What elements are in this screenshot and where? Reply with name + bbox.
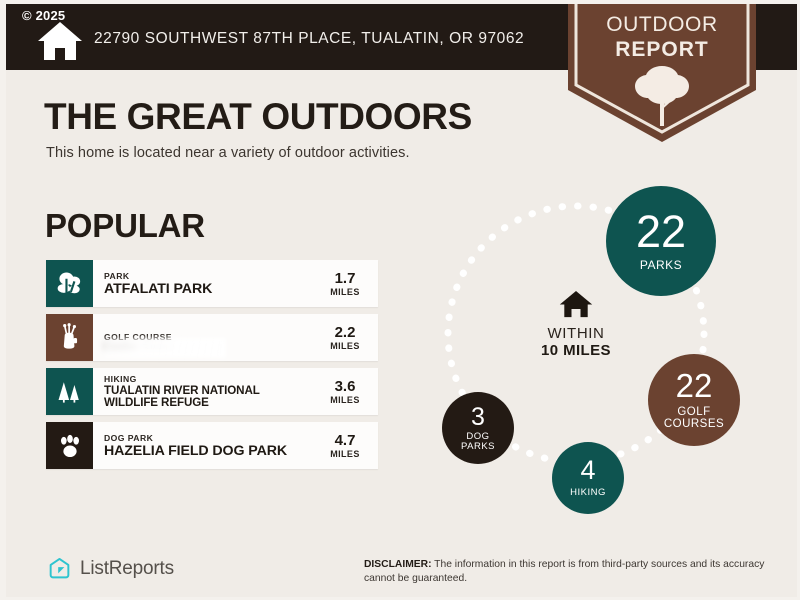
golf-count: 22 [675, 367, 713, 405]
page-subtitle: This home is located near a variety of o… [46, 145, 410, 161]
badge-line2: REPORT [615, 38, 709, 61]
distance-unit: MILES [330, 394, 360, 405]
list-item[interactable]: GOLF COURSE Ceder Oaks 2.2 MILES [46, 314, 378, 361]
home-icon [559, 291, 593, 318]
listreports-wordmark: ListReports [80, 557, 174, 579]
list-item-text: GOLF COURSE Ceder Oaks [93, 314, 316, 361]
list-item-text: PARK ATFALATI PARK [93, 260, 316, 307]
obscured-name-ghost: Ceder Oaks [104, 339, 175, 353]
list-item-text: DOG PARK HAZELIA FIELD DOG PARK [93, 422, 316, 469]
badge-label: OUTDOOR REPORT [568, 12, 756, 62]
pine-trees-icon [46, 368, 93, 415]
list-item[interactable]: PARK ATFALATI PARK 1.7 MILES [46, 260, 378, 307]
popular-list: PARK ATFALATI PARK 1.7 MILES [46, 260, 378, 476]
list-item-distance: 4.7 MILES [316, 422, 378, 469]
property-address: 22790 SOUTHWEST 87TH PLACE, TUALATIN, OR… [94, 30, 525, 47]
stat-circle-parks[interactable]: 22 PARKS [606, 186, 716, 296]
list-item-category: HIKING [104, 373, 137, 384]
list-item-category: DOG PARK [104, 432, 154, 443]
disclaimer: DISCLAIMER: The information in this repo… [364, 558, 784, 585]
diagram-center-label: WITHIN 10 MILES [496, 289, 656, 359]
stat-circle-golf-courses[interactable]: 22 GOLF COURSES [648, 354, 740, 446]
list-item-distance: 1.7 MILES [316, 260, 378, 307]
listreports-house-icon [49, 557, 70, 579]
list-item[interactable]: DOG PARK HAZELIA FIELD DOG PARK 4.7 MILE… [46, 422, 378, 469]
center-line1: WITHIN [547, 325, 605, 342]
list-item-distance: 3.6 MILES [316, 368, 378, 415]
list-item-name: ATFALATI PARK [104, 280, 213, 297]
list-item-category: GOLF COURSE [104, 332, 172, 342]
paw-print-icon [46, 422, 93, 469]
list-item-name: HAZELIA FIELD DOG PARK [104, 442, 288, 459]
dog-label: DOG PARKS [460, 430, 495, 452]
stat-circle-hiking[interactable]: 4 HIKING [552, 442, 624, 514]
home-icon [36, 20, 84, 62]
list-item-name: TUALATIN RIVER NATIONAL WILDLIFE REFUGE [104, 383, 260, 409]
outdoor-report-badge: OUTDOOR REPORT [568, 4, 756, 144]
distance-value: 4.7 [334, 431, 356, 449]
page-title: THE GREAT OUTDOORS [44, 96, 472, 137]
dog-count: 3 [471, 402, 485, 431]
center-line2: 10 MILES [541, 342, 611, 359]
distance-value: 2.2 [334, 323, 356, 341]
listreports-logo[interactable]: ListReports [48, 557, 174, 580]
golf-bag-icon [46, 314, 93, 361]
parks-label: PARKS [639, 258, 683, 273]
disclaimer-label: DISCLAIMER: [364, 559, 432, 570]
popular-heading: POPULAR [45, 207, 205, 244]
badge-line1: OUTDOOR [606, 13, 718, 36]
within-10-miles-diagram: WITHIN 10 MILES 22 PARKS 22 GOLF COURSES… [426, 179, 786, 519]
stat-circle-dog-parks[interactable]: 3 DOG PARKS [442, 392, 514, 464]
distance-value: 1.7 [334, 269, 356, 287]
parks-count: 22 [635, 206, 687, 258]
list-item-distance: 2.2 MILES [316, 314, 378, 361]
distance-unit: MILES [330, 448, 360, 459]
distance-unit: MILES [330, 286, 360, 297]
list-item-text: HIKING TUALATIN RIVER NATIONAL WILDLIFE … [93, 368, 316, 415]
hiking-count: 4 [580, 455, 596, 486]
tree-icon [635, 66, 689, 126]
hiking-label: HIKING [570, 486, 606, 498]
golf-label: GOLF COURSES [663, 405, 725, 430]
list-item-category: PARK [104, 270, 130, 281]
distance-unit: MILES [330, 340, 360, 351]
distance-value: 3.6 [334, 377, 356, 395]
copyright-text: © 2025 [22, 8, 66, 23]
park-tree-icon [46, 260, 93, 307]
disclaimer-text: The information in this report is from t… [364, 559, 765, 584]
list-item[interactable]: HIKING TUALATIN RIVER NATIONAL WILDLIFE … [46, 368, 378, 415]
